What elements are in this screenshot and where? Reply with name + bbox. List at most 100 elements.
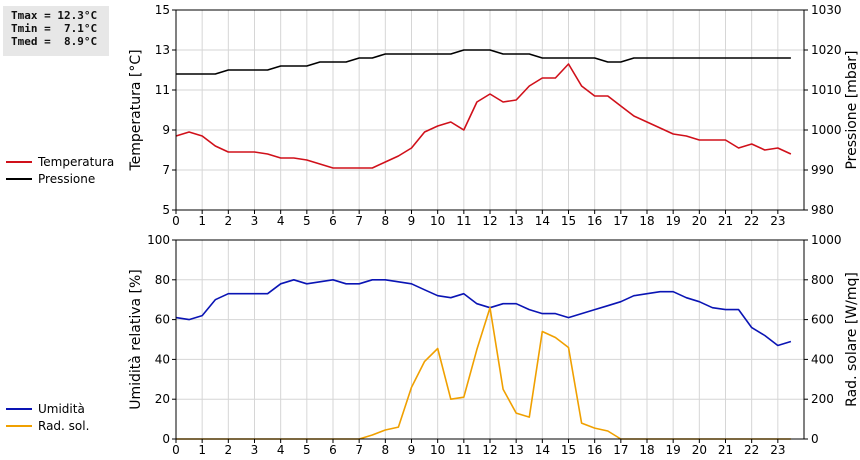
y-right-tick-label: 1000: [811, 123, 842, 137]
series-line-temperatura: [175, 63, 792, 169]
x-tick-label: 3: [251, 443, 259, 457]
y-left-tick-label: 60: [155, 313, 170, 327]
stats-box: Tmax = 12.3°C Tmin = 7.1°C Tmed = 8.9°C: [3, 6, 109, 56]
legend-swatch-radsol: [6, 424, 32, 427]
y-left-tick-label: 40: [155, 352, 170, 366]
x-tick-label: 7: [355, 443, 363, 457]
y-left-tick-label: 7: [162, 163, 170, 177]
y-left-tick-label: 0: [162, 432, 170, 446]
x-tick-label: 14: [535, 214, 550, 228]
x-tick-label: 19: [666, 443, 681, 457]
legend-item-radsol: Rad. sol.: [6, 417, 89, 434]
y-right-tick-label: 600: [811, 313, 834, 327]
y-left-axis-title: Temperatura [°C]: [128, 49, 144, 171]
chart-panel-0: 0 1 2 3 4 5 6 7 8 9 10 11 12 13 14 15 16 17 18 19 20 21 22 2357…: [128, 3, 860, 228]
y-right-tick-label: 400: [811, 352, 834, 366]
x-tick-label: 12: [482, 443, 497, 457]
y-right-tick-label: 1020: [811, 43, 842, 57]
y-right-tick-label: 800: [811, 273, 834, 287]
x-tick-label: 18: [639, 214, 654, 228]
x-tick-label: 17: [613, 214, 628, 228]
series-line-umidit-: [175, 278, 792, 347]
x-tick-label: 8: [382, 214, 390, 228]
x-tick-label: 20: [692, 214, 707, 228]
x-tick-label: 5: [303, 214, 311, 228]
y-right-axis-title: Pressione [mbar]: [844, 50, 860, 169]
y-left-tick-label: 5: [162, 203, 170, 217]
x-tick-label: 10: [430, 443, 445, 457]
x-tick-label: 15: [561, 214, 576, 228]
x-tick-label: 23: [770, 443, 785, 457]
y-left-axis-title: Umidità relativa [%]: [128, 269, 144, 410]
legend-item-umidita: Umidità: [6, 400, 89, 417]
y-right-tick-label: 0: [811, 432, 819, 446]
x-tick-label: 18: [639, 443, 654, 457]
x-tick-label: 0: [172, 443, 180, 457]
x-tick-label: 21: [718, 214, 733, 228]
x-tick-label: 13: [509, 214, 524, 228]
x-tick-label: 11: [456, 214, 471, 228]
legend-label-umidita: Umidità: [38, 401, 85, 416]
x-tick-label: 2: [225, 214, 233, 228]
series-line-rad-sol-: [176, 306, 791, 440]
chart-panel-1: 0 1 2 3 4 5 6 7 8 9 10 11 12 13 14 15 16 17 18 19 20 21 22 2302…: [128, 233, 860, 457]
x-tick-label: 3: [251, 214, 259, 228]
x-tick-label: 13: [509, 443, 524, 457]
x-tick-label: 10: [430, 214, 445, 228]
x-tick-label: 16: [587, 214, 602, 228]
x-tick-label: 5: [303, 443, 311, 457]
x-tick-label: 0: [172, 214, 180, 228]
x-tick-label: 6: [329, 443, 337, 457]
series-line-pressione: [176, 49, 791, 75]
tmed-text: Tmed = 8.9°C: [11, 35, 98, 48]
y-left-tick-label: 15: [155, 3, 170, 17]
y-left-tick-label: 9: [162, 123, 170, 137]
x-tick-label: 16: [587, 443, 602, 457]
legend-item-pressione: Pressione: [6, 170, 114, 187]
legend-swatch-pressione: [6, 177, 32, 180]
x-tick-label: 1: [198, 214, 206, 228]
legend-swatch-umidita: [6, 407, 32, 410]
x-tick-label: 8: [382, 443, 390, 457]
x-tick-label: 22: [744, 214, 759, 228]
y-left-tick-label: 100: [147, 233, 170, 247]
x-tick-label: 7: [355, 214, 363, 228]
y-right-tick-label: 980: [811, 203, 834, 217]
x-tick-label: 2: [225, 443, 233, 457]
x-tick-label: 14: [535, 443, 550, 457]
y-left-tick-label: 20: [155, 392, 170, 406]
y-left-tick-label: 80: [155, 273, 170, 287]
legend-label-radsol: Rad. sol.: [38, 418, 90, 433]
y-right-tick-label: 1030: [811, 3, 842, 17]
x-tick-label: 19: [666, 214, 681, 228]
x-tick-label: 15: [561, 443, 576, 457]
tmax-text: Tmax = 12.3°C: [11, 9, 98, 22]
y-right-tick-label: 1000: [811, 233, 842, 247]
x-tick-label: 23: [770, 214, 785, 228]
y-right-tick-label: 990: [811, 163, 834, 177]
y-right-tick-label: 200: [811, 392, 834, 406]
x-tick-label: 22: [744, 443, 759, 457]
x-tick-label: 21: [718, 443, 733, 457]
x-tick-label: 9: [408, 214, 416, 228]
legend-bottom-list: Umidità Rad. sol.: [6, 400, 89, 434]
x-tick-label: 17: [613, 443, 628, 457]
legend-swatch-temperatura: [6, 160, 32, 163]
y-right-tick-label: 1010: [811, 83, 842, 97]
y-right-axis-title: Rad. solare [W/mq]: [844, 272, 860, 407]
x-tick-label: 20: [692, 443, 707, 457]
tmin-text: Tmin = 7.1°C: [11, 22, 98, 35]
x-tick-label: 9: [408, 443, 416, 457]
y-left-tick-label: 11: [155, 83, 170, 97]
x-tick-label: 6: [329, 214, 337, 228]
x-tick-label: 1: [198, 443, 206, 457]
x-tick-label: 4: [277, 214, 285, 228]
legend-label-temperatura: Temperatura: [38, 154, 115, 169]
legend-top: Temperatura Pressione: [6, 153, 114, 187]
y-left-tick-label: 13: [155, 43, 170, 57]
x-tick-label: 12: [482, 214, 497, 228]
x-tick-label: 11: [456, 443, 471, 457]
x-tick-label: 4: [277, 443, 285, 457]
legend-label-pressione: Pressione: [38, 171, 96, 186]
